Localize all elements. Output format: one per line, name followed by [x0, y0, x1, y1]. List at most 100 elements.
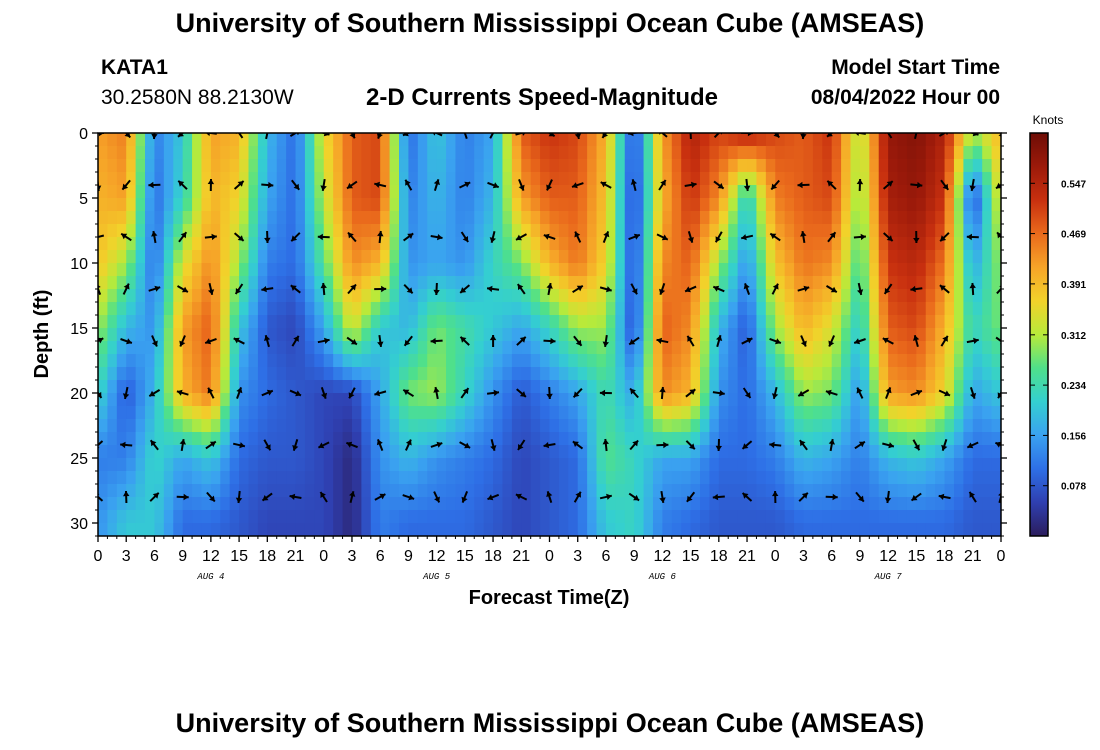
- heatmap-cell: [906, 406, 917, 420]
- current-arrow-head: [630, 179, 637, 185]
- heatmap-cell: [427, 328, 438, 342]
- heatmap-cell: [304, 146, 315, 160]
- heatmap-cell: [267, 471, 278, 485]
- heatmap-cell: [267, 211, 278, 225]
- heatmap-cell: [126, 289, 137, 303]
- heatmap-cell: [643, 458, 654, 472]
- heatmap-cell: [483, 263, 494, 277]
- heatmap-cell: [775, 211, 786, 225]
- heatmap-cell: [276, 523, 287, 536]
- heatmap-cell: [502, 380, 513, 394]
- heatmap-cell: [116, 263, 127, 277]
- heatmap-cell: [803, 328, 814, 342]
- heatmap-cell: [756, 328, 767, 342]
- heatmap-cell: [135, 523, 146, 536]
- current-arrow: [712, 390, 725, 397]
- heatmap-cell: [474, 406, 485, 420]
- heatmap-cell: [502, 523, 513, 536]
- heatmap-cell: [944, 315, 955, 329]
- heatmap-cell: [417, 380, 428, 394]
- heatmap-cell: [182, 432, 193, 446]
- heatmap-cell: [747, 276, 758, 290]
- current-arrow: [233, 232, 245, 242]
- heatmap-cell: [126, 198, 137, 212]
- heatmap-cell: [201, 315, 212, 329]
- heatmap-cell: [380, 302, 391, 316]
- heatmap-cell: [859, 172, 870, 186]
- heatmap-cell: [474, 250, 485, 264]
- current-arrow-head: [800, 133, 807, 139]
- heatmap-cell: [671, 432, 682, 446]
- heatmap-cell: [126, 484, 137, 498]
- heatmap-cell: [521, 276, 532, 290]
- current-arrow: [600, 181, 612, 189]
- heatmap-cell: [464, 445, 475, 459]
- y-axis-label: Depth (ft): [31, 290, 53, 379]
- current-arrow-shaft: [660, 133, 668, 138]
- heatmap-cell: [192, 458, 203, 472]
- heatmap-cell: [474, 224, 485, 238]
- heatmap-cell: [220, 484, 231, 498]
- heatmap-cell: [304, 458, 315, 472]
- heatmap-cell: [483, 497, 494, 511]
- heatmap-cell: [286, 315, 297, 329]
- heatmap-cell: [662, 289, 673, 303]
- heatmap-cell: [605, 263, 616, 277]
- x-tick-label: 9: [630, 548, 639, 565]
- heatmap-cell: [257, 211, 268, 225]
- heatmap-cell: [314, 198, 325, 212]
- heatmap-cell: [502, 484, 513, 498]
- heatmap-cell: [831, 198, 842, 212]
- current-arrow-head: [126, 338, 132, 345]
- heatmap-cell: [530, 471, 541, 485]
- heatmap-cell: [775, 172, 786, 186]
- current-arrow: [374, 493, 386, 501]
- heatmap-cell: [361, 185, 372, 199]
- heatmap-cell: [634, 497, 645, 511]
- heatmap-cell: [333, 406, 344, 420]
- colorbar-unit-label: Knots: [1033, 113, 1064, 127]
- heatmap-cell: [210, 523, 221, 536]
- heatmap-cell: [558, 185, 569, 199]
- heatmap-cell: [953, 133, 964, 147]
- heatmap-cell: [511, 133, 522, 147]
- heatmap-cell: [455, 159, 466, 173]
- heatmap-cell: [605, 484, 616, 498]
- heatmap-cell: [925, 159, 936, 173]
- heatmap-cell: [201, 393, 212, 407]
- heatmap-cell: [577, 276, 588, 290]
- heatmap-cell: [709, 484, 720, 498]
- heatmap-cell: [116, 198, 127, 212]
- heatmap-cell: [163, 224, 174, 238]
- heatmap-cell: [333, 432, 344, 446]
- heatmap-cell: [568, 133, 579, 147]
- heatmap-cell: [295, 523, 306, 536]
- heatmap-cell: [737, 445, 748, 459]
- heatmap-cell: [906, 133, 917, 147]
- current-arrow: [968, 491, 977, 503]
- heatmap-cell: [304, 406, 315, 420]
- heatmap-cell: [351, 484, 362, 498]
- heatmap-cell: [972, 198, 983, 212]
- current-arrow: [574, 231, 582, 243]
- heatmap-cell: [417, 432, 428, 446]
- heatmap-cell: [549, 198, 560, 212]
- heatmap-cell: [257, 276, 268, 290]
- heatmap-cell: [859, 510, 870, 524]
- heatmap-cell: [897, 380, 908, 394]
- heatmap-cell: [577, 224, 588, 238]
- heatmap-cell: [154, 315, 165, 329]
- heatmap-cell: [474, 185, 485, 199]
- heatmap-cell: [822, 484, 833, 498]
- heatmap-cell: [690, 315, 701, 329]
- heatmap-cell: [737, 328, 748, 342]
- current-arrow-head: [744, 392, 751, 398]
- heatmap-cell: [906, 224, 917, 238]
- heatmap-cell: [389, 523, 400, 536]
- heatmap-cell: [464, 250, 475, 264]
- current-arrow-head: [660, 180, 666, 186]
- current-arrow-head: [829, 232, 836, 239]
- heatmap-cell: [201, 406, 212, 420]
- x-tick-label: 6: [150, 548, 159, 565]
- heatmap-cell: [963, 159, 974, 173]
